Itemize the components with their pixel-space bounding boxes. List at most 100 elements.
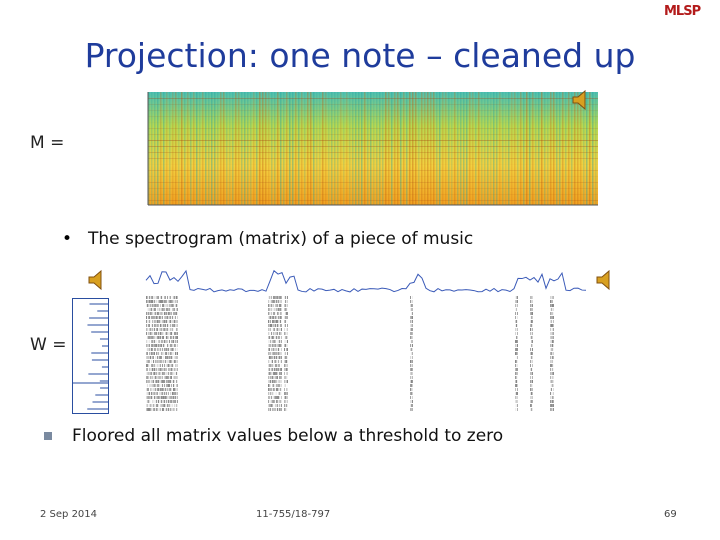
texture [285, 312, 286, 315]
texture [176, 356, 177, 359]
texture [532, 328, 533, 331]
texture [286, 328, 287, 331]
texture [153, 360, 154, 363]
texture [148, 92, 150, 205]
texture [530, 400, 531, 403]
texture [169, 312, 170, 315]
texture [484, 92, 486, 205]
texture [276, 340, 277, 343]
texture [164, 360, 165, 363]
texture [412, 388, 413, 391]
texture [171, 360, 172, 363]
texture [516, 328, 517, 331]
texture [272, 328, 273, 331]
texture [161, 356, 162, 359]
texture [164, 400, 165, 403]
texture [173, 376, 174, 379]
texture [165, 380, 166, 383]
texture [275, 396, 276, 399]
texture [530, 328, 531, 331]
texture [284, 404, 285, 407]
texture [177, 384, 178, 387]
texture [278, 328, 279, 331]
texture [551, 380, 552, 383]
texture [530, 336, 531, 339]
texture [162, 340, 163, 343]
speaker-icon[interactable] [594, 268, 618, 292]
texture [367, 92, 369, 205]
texture [466, 92, 468, 205]
texture [167, 356, 168, 359]
texture [532, 320, 533, 323]
texture [157, 344, 158, 347]
texture [273, 372, 274, 375]
texture [172, 320, 173, 323]
speaker-icon[interactable] [570, 88, 594, 112]
texture [148, 312, 149, 315]
texture [170, 304, 171, 307]
texture [583, 92, 585, 205]
texture [173, 336, 174, 339]
texture [531, 400, 532, 403]
texture [165, 372, 166, 375]
texture [172, 92, 174, 205]
texture [170, 344, 171, 347]
texture [553, 328, 554, 331]
texture [516, 348, 517, 351]
texture [276, 368, 277, 371]
texture [167, 380, 168, 383]
texture [158, 388, 159, 391]
texture [165, 356, 166, 359]
texture [175, 392, 176, 395]
texture [277, 348, 278, 351]
texture [151, 296, 152, 299]
texture [161, 408, 162, 411]
texture [150, 368, 151, 371]
texture [287, 356, 288, 359]
texture [274, 372, 275, 375]
texture [286, 92, 288, 205]
texture [343, 92, 345, 205]
texture [515, 408, 516, 411]
texture [553, 304, 554, 307]
texture [176, 408, 177, 411]
texture [516, 320, 517, 323]
texture [277, 316, 278, 319]
texture [147, 304, 148, 307]
texture [276, 380, 277, 383]
texture [286, 392, 287, 395]
texture [174, 404, 175, 407]
texture [153, 404, 154, 407]
texture [168, 316, 169, 319]
texture [269, 316, 270, 319]
texture [276, 396, 277, 399]
texture [276, 312, 277, 315]
texture [334, 92, 336, 205]
texture [515, 396, 516, 399]
texture [160, 396, 161, 399]
texture [275, 376, 276, 379]
texture [287, 372, 288, 375]
texture [531, 392, 532, 395]
bullet-text: The spectrogram (matrix) of a piece of m… [88, 229, 474, 249]
texture [148, 200, 598, 201]
texture [168, 312, 169, 315]
texture [177, 344, 178, 347]
texture [272, 312, 273, 315]
texture [268, 372, 269, 375]
texture [155, 336, 156, 339]
speaker-icon[interactable] [86, 268, 110, 292]
texture [265, 92, 267, 205]
texture [171, 344, 172, 347]
texture [171, 376, 172, 379]
texture [165, 368, 166, 371]
texture [146, 328, 147, 331]
texture [174, 304, 175, 307]
texture [176, 392, 177, 395]
texture [175, 344, 176, 347]
texture [269, 336, 270, 339]
texture [274, 404, 275, 407]
texture [149, 328, 150, 331]
texture [552, 360, 553, 363]
texture [154, 392, 155, 395]
